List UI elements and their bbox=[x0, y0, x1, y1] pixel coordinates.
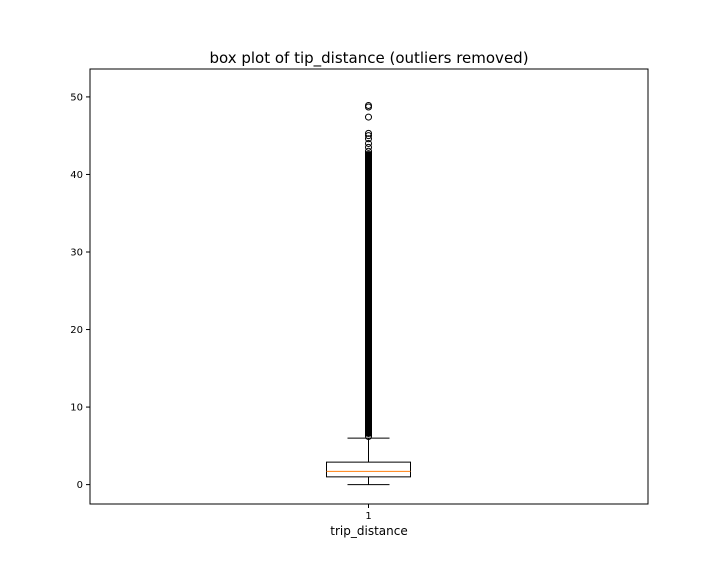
y-tick-label: 50 bbox=[70, 92, 83, 103]
flier-point bbox=[365, 113, 372, 121]
flier-point bbox=[365, 178, 372, 186]
flier-point bbox=[365, 422, 372, 430]
flier-point bbox=[365, 429, 372, 437]
flier-point bbox=[365, 388, 372, 396]
flier-point bbox=[365, 225, 372, 233]
flier-point bbox=[365, 256, 372, 264]
flier-point bbox=[365, 169, 372, 177]
flier-point bbox=[365, 419, 372, 427]
y-tick-label: 20 bbox=[70, 325, 83, 336]
flier-point bbox=[365, 333, 372, 341]
flier-point bbox=[365, 279, 372, 287]
flier-point bbox=[365, 186, 372, 194]
flier-point bbox=[365, 194, 372, 202]
flier-point bbox=[365, 217, 372, 225]
flier-point bbox=[365, 139, 372, 147]
flier-point bbox=[365, 248, 372, 256]
flier-point bbox=[365, 129, 372, 137]
flier-point bbox=[365, 326, 372, 334]
flier-point bbox=[365, 232, 372, 240]
flier-point bbox=[365, 201, 372, 209]
flier-point bbox=[365, 147, 372, 155]
flier-point bbox=[365, 143, 372, 151]
flier-point bbox=[365, 415, 372, 423]
flier-point bbox=[365, 101, 372, 109]
y-tick-label: 10 bbox=[70, 403, 83, 414]
flier-point bbox=[365, 271, 372, 279]
flier-point bbox=[365, 135, 372, 143]
flier-point bbox=[365, 380, 372, 388]
flier-point bbox=[365, 318, 372, 326]
y-tick-label: 40 bbox=[70, 170, 83, 181]
flier-point bbox=[365, 174, 372, 182]
flier-point bbox=[365, 349, 372, 357]
y-tick-label: 30 bbox=[70, 247, 83, 258]
y-axis: 0 10 20 30 40 50 bbox=[70, 92, 90, 491]
flier-point bbox=[365, 407, 372, 415]
flier-point bbox=[365, 132, 372, 140]
iqr-box bbox=[326, 461, 411, 478]
x-tick-label: 1 bbox=[365, 511, 371, 522]
x-axis: 1 bbox=[365, 504, 372, 522]
flier-point bbox=[365, 295, 372, 303]
flier-point bbox=[365, 264, 372, 272]
flier-point bbox=[365, 240, 372, 248]
box-plot bbox=[326, 101, 411, 486]
flier-point bbox=[365, 153, 372, 161]
flier-point bbox=[365, 287, 372, 295]
y-tick-label: 0 bbox=[77, 480, 83, 491]
flier-point bbox=[365, 302, 372, 310]
flier-point bbox=[365, 357, 372, 365]
flier-point bbox=[365, 160, 372, 168]
flier-point bbox=[365, 372, 372, 380]
flier-point bbox=[365, 395, 372, 403]
flier-point bbox=[365, 341, 372, 349]
chart-title: box plot of tip_distance (outliers remov… bbox=[209, 49, 528, 68]
flier-point bbox=[365, 209, 372, 217]
flier-point bbox=[365, 165, 372, 173]
x-axis-label: trip_distance bbox=[330, 524, 407, 538]
flier-point bbox=[365, 403, 372, 411]
flier-point bbox=[365, 310, 372, 318]
flier-point bbox=[365, 426, 372, 434]
flier-point bbox=[365, 156, 372, 164]
flier-point bbox=[365, 411, 372, 419]
flier-point bbox=[365, 364, 372, 372]
